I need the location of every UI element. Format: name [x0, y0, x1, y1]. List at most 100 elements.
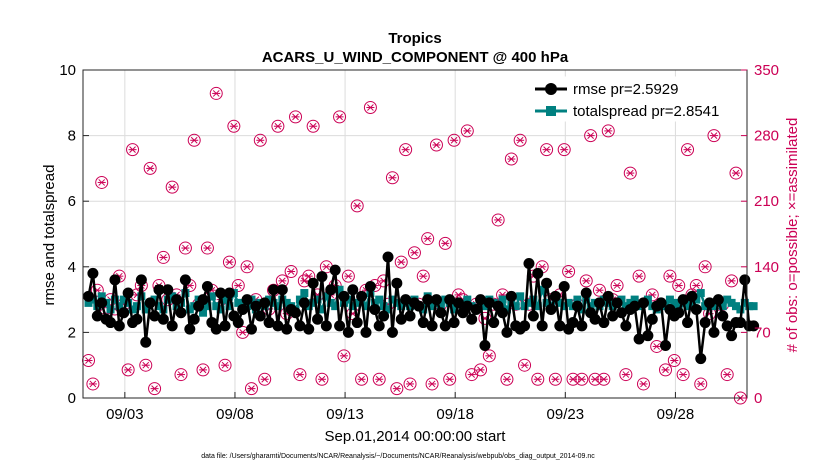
- obs-point: [403, 377, 417, 391]
- totalspread-point: [511, 302, 520, 311]
- rmse-point: [276, 284, 288, 296]
- rmse-point: [245, 323, 257, 335]
- rmse-point: [382, 251, 394, 263]
- obs-point: [491, 213, 505, 227]
- left-tick-label: 10: [59, 62, 76, 79]
- rmse-point: [303, 323, 315, 335]
- obs-assimilated-marker: [666, 272, 674, 280]
- totalspread-point: [524, 298, 533, 307]
- obs-assimilated-marker: [640, 380, 647, 388]
- rmse-point: [567, 317, 579, 329]
- rmse-point: [157, 313, 169, 325]
- obs-point: [421, 232, 435, 246]
- rmse-point: [497, 307, 509, 319]
- obs-assimilated-marker: [358, 375, 365, 383]
- rmse-point: [263, 317, 275, 329]
- left-tick-label: 2: [68, 324, 76, 341]
- legend-rmse-label: rmse pr=2.5929: [573, 81, 678, 98]
- rmse-point: [413, 300, 425, 312]
- totalspread-point: [300, 289, 309, 298]
- rmse-point: [347, 284, 359, 296]
- obs-possible-marker: [619, 368, 633, 382]
- rmse-point: [325, 284, 337, 296]
- plot-frame: [82, 69, 748, 399]
- obs-possible-marker: [592, 283, 606, 297]
- obs-possible-marker: [681, 143, 695, 157]
- obs-point: [694, 377, 708, 391]
- obs-possible-marker: [86, 377, 100, 391]
- obs-possible-marker: [557, 143, 571, 157]
- obs-possible-marker: [610, 279, 624, 293]
- rmse-point: [695, 353, 707, 365]
- rmse-point: [593, 297, 605, 309]
- obs-assimilated-marker: [226, 258, 233, 266]
- obs-possible-marker: [244, 382, 258, 396]
- rmse-point: [686, 290, 698, 302]
- totalspread-point: [397, 302, 406, 311]
- obs-assimilated-marker: [367, 104, 374, 111]
- rmse-point: [444, 294, 456, 306]
- obs-point: [165, 180, 179, 194]
- rmse-point: [417, 317, 429, 329]
- obs-point: [148, 382, 162, 396]
- obs-assimilated-marker: [278, 277, 286, 285]
- rmse-point: [210, 323, 222, 335]
- left-axis: 0 2 4 6 8 10: [59, 62, 89, 407]
- obs-assimilated-marker: [516, 136, 524, 144]
- rmse-point: [290, 307, 302, 319]
- obs-possible-marker: [143, 161, 157, 175]
- right-tick-label: 70: [754, 324, 771, 341]
- rmse-point: [549, 290, 561, 302]
- obs-point: [672, 279, 686, 293]
- obs-point: [390, 382, 404, 396]
- rmse-point: [576, 320, 588, 332]
- obs-point: [725, 274, 739, 288]
- totalspread-point: [428, 302, 437, 311]
- totalspread-point: [375, 295, 384, 304]
- obs-assimilated-marker: [485, 352, 493, 360]
- obs-point: [720, 368, 734, 382]
- obs-assimilated-marker: [389, 174, 396, 182]
- obs-possible-marker: [575, 372, 589, 386]
- obs-assimilated-marker: [679, 371, 687, 378]
- obs-possible-marker: [438, 236, 452, 250]
- obs-possible-marker: [597, 372, 611, 386]
- obs-assimilated-marker: [199, 366, 207, 374]
- obs-possible-marker: [156, 250, 170, 264]
- obs-assimilated-marker: [274, 122, 282, 130]
- obs-assimilated-marker: [591, 375, 599, 383]
- left-tick-label: 8: [68, 128, 76, 145]
- legend-box: [528, 76, 731, 122]
- rmse-point: [461, 300, 473, 312]
- obs-point: [707, 129, 721, 143]
- obs-point: [178, 241, 192, 255]
- obs-assimilated-marker: [243, 263, 251, 271]
- x-axis-label: Sep.01,2014 00:00:00 start: [325, 428, 507, 445]
- obs-assimilated-marker: [239, 329, 247, 336]
- obs-point: [218, 358, 232, 372]
- obs-point: [315, 372, 329, 386]
- rmse-point: [519, 320, 531, 332]
- obs-possible-marker: [548, 372, 562, 386]
- obs-possible-marker: [218, 358, 232, 372]
- obs-assimilated-marker: [653, 343, 661, 350]
- obs-point: [363, 100, 377, 114]
- totalspread-point: [542, 298, 551, 307]
- totalspread-point: [723, 295, 732, 304]
- obs-assimilated-marker: [613, 282, 621, 289]
- obs-assimilated-marker: [146, 165, 154, 172]
- rmse-point: [673, 307, 685, 319]
- rmse-point: [312, 313, 324, 325]
- rmse-point: [215, 287, 227, 299]
- rmse-point: [135, 274, 147, 286]
- rmse-point: [232, 317, 244, 329]
- totalspread-point: [529, 295, 538, 304]
- obs-assimilated-marker: [697, 380, 705, 388]
- obs-possible-marker: [258, 372, 272, 386]
- obs-point: [196, 363, 210, 377]
- obs-point: [698, 260, 712, 274]
- totalspread-point: [159, 305, 168, 314]
- obs-point: [443, 372, 457, 386]
- obs-possible-marker: [474, 363, 488, 377]
- rmse-point: [523, 258, 535, 270]
